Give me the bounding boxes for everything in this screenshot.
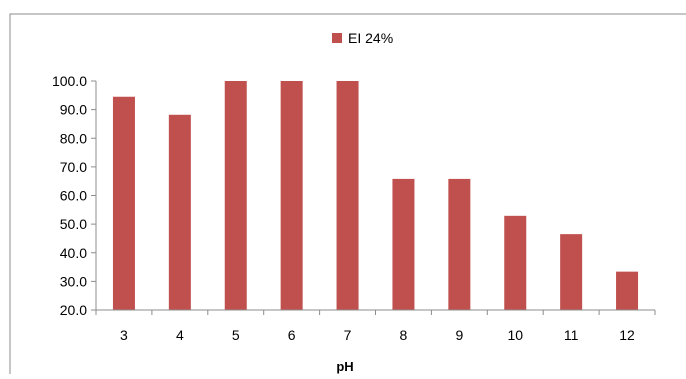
x-tick-label: 3 (120, 327, 128, 343)
bar-ph-8 (392, 178, 415, 310)
bar-ph-7 (336, 81, 359, 310)
y-tick-label: 60.0 (60, 188, 87, 204)
x-tick-label: 11 (564, 327, 579, 343)
bar-ph-4 (168, 114, 191, 310)
bar-ph-10 (504, 215, 527, 310)
x-tick-label: 6 (288, 327, 296, 343)
legend-label: EI 24% (348, 30, 393, 46)
y-tick-label: 70.0 (60, 159, 87, 175)
bar-ph-3 (112, 96, 135, 311)
legend: EI 24% (332, 30, 393, 46)
bar-ph-12 (616, 271, 639, 310)
x-tick-label: 9 (455, 327, 463, 343)
bar-ph-9 (448, 178, 471, 310)
y-tick-label: 20.0 (60, 302, 87, 318)
bar-ph-6 (280, 81, 303, 310)
y-tick-label: 80.0 (60, 130, 87, 146)
x-tick-label: 5 (232, 327, 240, 343)
y-tick-label: 100.0 (52, 73, 87, 89)
x-tick-label: 4 (176, 327, 184, 343)
x-tick-label: 12 (619, 327, 635, 343)
y-tick-label: 50.0 (60, 216, 87, 232)
bar-ph-5 (224, 81, 247, 310)
chart-border (9, 13, 686, 374)
x-tick-label: 8 (400, 327, 408, 343)
y-tick-label: 90.0 (60, 102, 87, 118)
y-tick-label: 30.0 (60, 273, 87, 289)
x-tick-label: 7 (344, 327, 352, 343)
bar-ph-11 (560, 234, 583, 310)
y-tick-label: 40.0 (60, 245, 87, 261)
x-tick-label: 10 (507, 327, 523, 343)
x-axis-label: pH (336, 359, 353, 374)
legend-swatch (332, 33, 342, 43)
